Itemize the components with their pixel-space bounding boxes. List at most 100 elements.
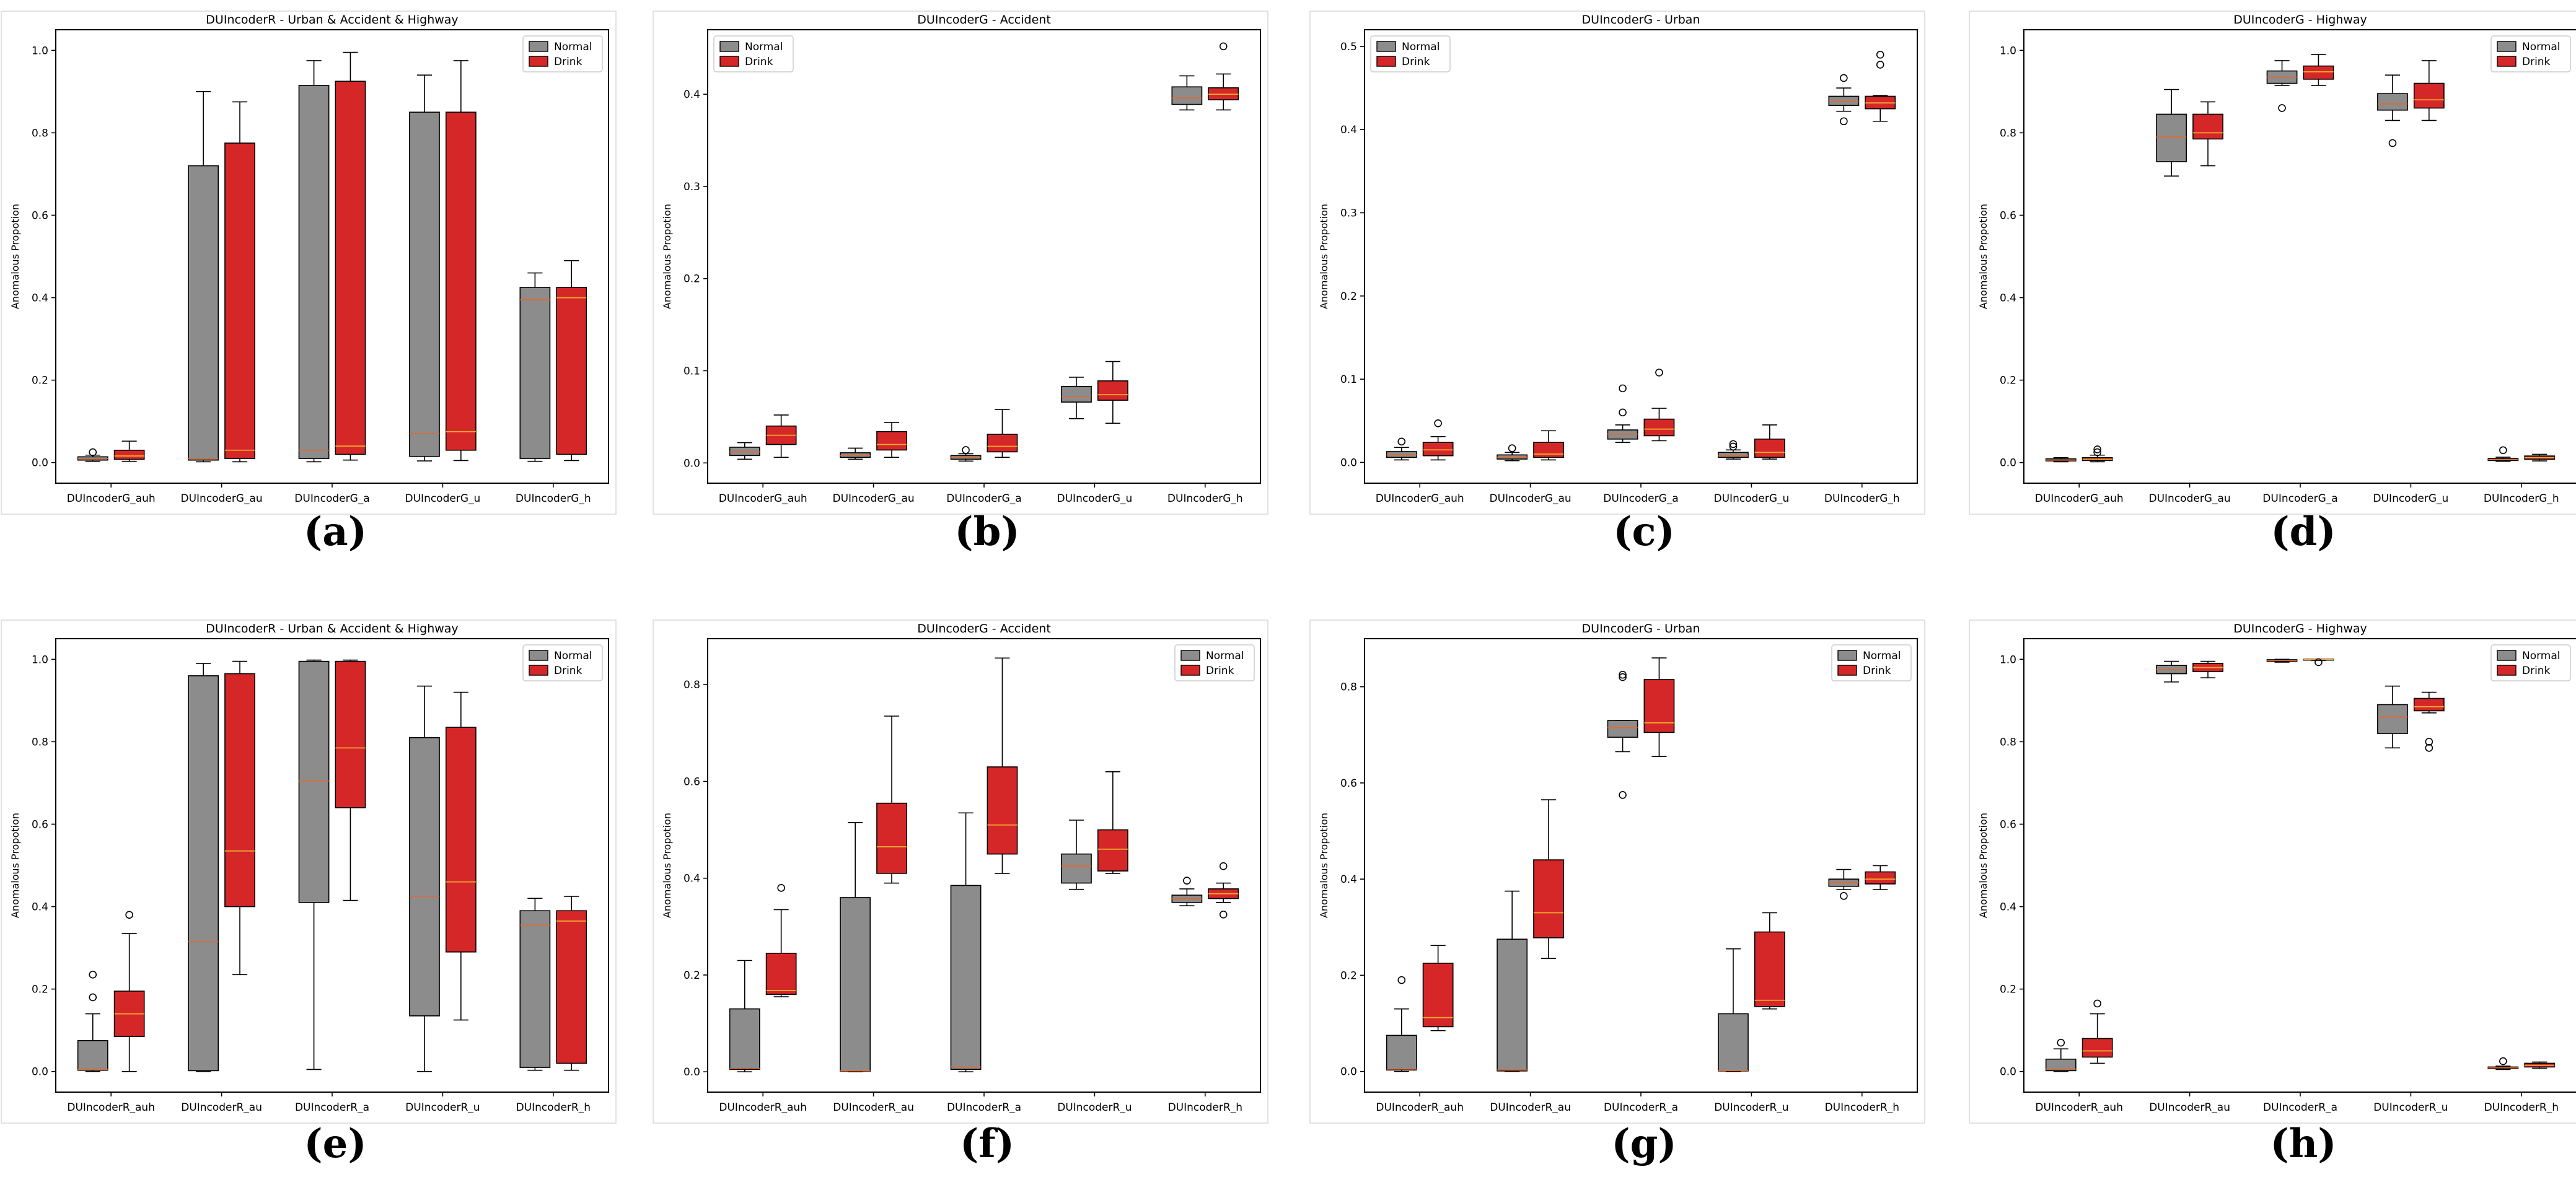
y-tick-label: 0.2 xyxy=(2000,984,2016,996)
box-normal-DUIncoderG_a xyxy=(1607,384,1638,443)
y-tick-label: 0.0 xyxy=(684,1066,700,1078)
y-axis-label: Anomalous Propotion xyxy=(661,813,673,918)
chart-panel-1: DUIncoderR - Urban & Accident & Highway A… xyxy=(1,11,617,515)
chart-title: DUIncoderG - Urban xyxy=(1582,13,1700,27)
box-drink-DUIncoderR_au xyxy=(1533,799,1564,960)
legend-swatch-normal xyxy=(529,41,548,52)
legend: Normal Drink xyxy=(522,644,603,681)
outlier-point xyxy=(1183,877,1191,885)
box-normal-DUIncoderR_auh xyxy=(1386,976,1417,1072)
box-drink-DUIncoderG_u xyxy=(1097,361,1128,424)
box-drink-DUIncoderR_auh xyxy=(765,884,797,997)
panel-frame xyxy=(1,11,617,515)
outlier-point xyxy=(1876,50,1884,59)
x-tick-label: DUIncoderR_u xyxy=(405,1101,480,1114)
x-tick-label: DUIncoderR_h xyxy=(2484,1101,2559,1114)
box-normal-DUIncoderR_auh xyxy=(729,960,760,1072)
panel-frame xyxy=(653,11,1268,515)
box-normal-DUIncoderR_au xyxy=(188,663,219,1072)
box-iqr xyxy=(1061,853,1092,884)
outlier-point xyxy=(2314,658,2323,667)
box-iqr xyxy=(1097,829,1128,872)
outlier-point xyxy=(1508,444,1516,452)
box-drink-DUIncoderR_auh xyxy=(113,911,145,1072)
box-normal-DUIncoderG_auh xyxy=(729,442,760,460)
box-drink-DUIncoderG_au xyxy=(1533,430,1564,461)
outlier-point xyxy=(125,911,133,919)
box-drink-DUIncoderG_auh xyxy=(1422,419,1454,461)
box-iqr xyxy=(876,431,907,451)
legend: Normal Drink xyxy=(713,35,794,72)
box-iqr xyxy=(1097,380,1128,401)
y-tick-label: 0.1 xyxy=(684,365,700,377)
x-tick-label: DUIncoderG_a xyxy=(294,492,369,505)
chart-panel-7: DUIncoderG - Urban Anomalous Propotion 0.0… xyxy=(1309,619,1925,1124)
box-iqr xyxy=(224,673,255,908)
box-normal-DUIncoderG_h xyxy=(1171,75,1203,111)
outlier-point xyxy=(2499,446,2507,455)
outlier-point xyxy=(1619,673,1627,681)
y-tick-label: 0.0 xyxy=(2000,1066,2016,1078)
box-drink-DUIncoderG_a xyxy=(2303,54,2334,86)
chart-panel-3: DUIncoderG - Urban Anomalous Propotion 0.0… xyxy=(1309,11,1925,515)
y-tick-label: 0.4 xyxy=(2000,292,2016,305)
y-axis-label: Anomalous Propotion xyxy=(9,813,21,918)
x-tick-label: DUIncoderR_auh xyxy=(67,1101,155,1114)
x-tick-label: DUIncoderG_h xyxy=(2484,492,2559,505)
plot-area xyxy=(55,638,609,1093)
legend-label-normal: Normal xyxy=(1206,650,1244,662)
y-tick-label: 0.0 xyxy=(1340,457,1357,469)
y-tick-label: 0.6 xyxy=(2000,818,2016,831)
box-iqr xyxy=(1422,963,1454,1028)
legend-swatch-normal xyxy=(2497,650,2517,661)
box-iqr xyxy=(1497,938,1528,1072)
y-tick-label: 0.2 xyxy=(32,375,48,387)
legend-label-drink: Drink xyxy=(554,56,582,68)
outlier-point xyxy=(2093,445,2101,453)
x-tick-label: DUIncoderR_au xyxy=(833,1101,914,1114)
y-tick-label: 0.0 xyxy=(2000,457,2016,470)
box-drink-DUIncoderR_h xyxy=(1865,865,1896,891)
box-drink-DUIncoderG_h xyxy=(556,260,587,462)
y-tick-label: 0.0 xyxy=(684,457,700,470)
outlier-point xyxy=(1397,976,1406,984)
outlier-point xyxy=(1840,74,1848,82)
outlier-point xyxy=(2425,738,2433,746)
chart-title: DUIncoderG - Urban xyxy=(1582,622,1700,636)
panel-label: (f) xyxy=(960,1121,1014,1167)
box-normal-DUIncoderG_h xyxy=(519,272,551,462)
y-tick-label: 0.3 xyxy=(684,181,700,193)
y-axis-label: Anomalous Propotion xyxy=(9,204,21,309)
y-tick-label: 0.8 xyxy=(2000,127,2016,139)
panel-label: (d) xyxy=(2270,509,2336,555)
box-normal-DUIncoderR_a xyxy=(2266,658,2298,663)
box-drink-DUIncoderR_a xyxy=(1643,657,1675,757)
box-iqr xyxy=(765,952,797,995)
box-normal-DUIncoderR_h xyxy=(2487,1057,2519,1070)
box-normal-DUIncoderR_u xyxy=(1061,820,1092,890)
box-iqr xyxy=(409,737,440,1017)
y-tick-label: 0.2 xyxy=(1340,291,1357,303)
panel-label: (c) xyxy=(1613,509,1675,555)
y-tick-label: 0.3 xyxy=(1340,207,1357,219)
box-iqr xyxy=(1607,720,1638,738)
x-tick-label: DUIncoderG_au xyxy=(2149,492,2231,505)
x-tick-label: DUIncoderR_h xyxy=(516,1101,591,1114)
y-tick-label: 1.0 xyxy=(2000,45,2016,57)
box-normal-DUIncoderR_h xyxy=(1828,868,1860,900)
x-tick-label: DUIncoderR_a xyxy=(295,1101,369,1114)
chart-title: DUIncoderG - Accident xyxy=(917,622,1051,636)
box-iqr xyxy=(556,910,587,1064)
x-tick-label: DUIncoderR_au xyxy=(2149,1101,2230,1114)
box-iqr xyxy=(987,766,1018,855)
y-tick-label: 0.2 xyxy=(684,273,700,286)
legend-label-drink: Drink xyxy=(1863,665,1891,677)
y-tick-label: 0.8 xyxy=(32,736,48,748)
x-tick-label: DUIncoderG_auh xyxy=(719,492,807,505)
x-tick-label: DUIncoderR_u xyxy=(1714,1101,1788,1114)
box-iqr xyxy=(298,660,330,903)
legend-swatch-normal xyxy=(1837,650,1857,661)
legend-swatch-normal xyxy=(1376,41,1396,52)
box-normal-DUIncoderG_a xyxy=(298,60,330,463)
